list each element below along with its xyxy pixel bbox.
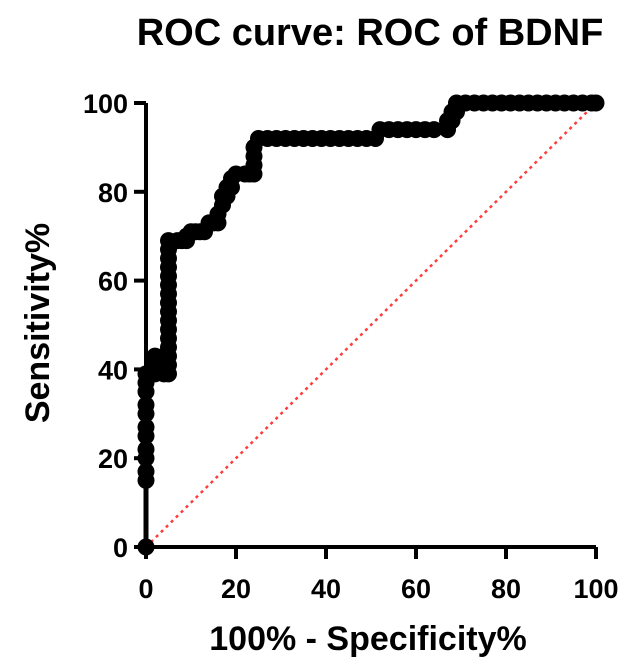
y-tick-label: 40	[98, 355, 128, 385]
roc-point	[137, 463, 155, 481]
x-tick-label: 0	[138, 574, 153, 604]
y-tick-label: 0	[113, 533, 128, 563]
y-tick-label: 80	[98, 178, 128, 208]
roc-point	[587, 94, 605, 112]
x-tick-label: 100	[573, 574, 618, 604]
x-tick-label: 80	[491, 574, 521, 604]
y-axis-label: Sensitivity%	[19, 223, 57, 423]
reference-line	[145, 102, 597, 548]
chart-title: ROC curve: ROC of BDNF	[137, 12, 604, 54]
x-axis-label: 100% - Specificity%	[209, 620, 526, 658]
roc-point	[137, 440, 155, 458]
roc-point	[137, 396, 155, 414]
y-tick-label: 20	[98, 444, 128, 474]
x-tick-label: 20	[221, 574, 251, 604]
roc-point	[137, 418, 155, 436]
y-tick-label: 60	[98, 267, 128, 297]
x-tick-label: 40	[311, 574, 341, 604]
roc-point	[425, 121, 443, 139]
y-tick-label: 100	[83, 89, 128, 119]
x-tick-label: 60	[401, 574, 431, 604]
roc-point	[137, 538, 155, 556]
plot-area: 0 20 40 60 80 100 0 20 40 60 80 100	[83, 89, 619, 604]
